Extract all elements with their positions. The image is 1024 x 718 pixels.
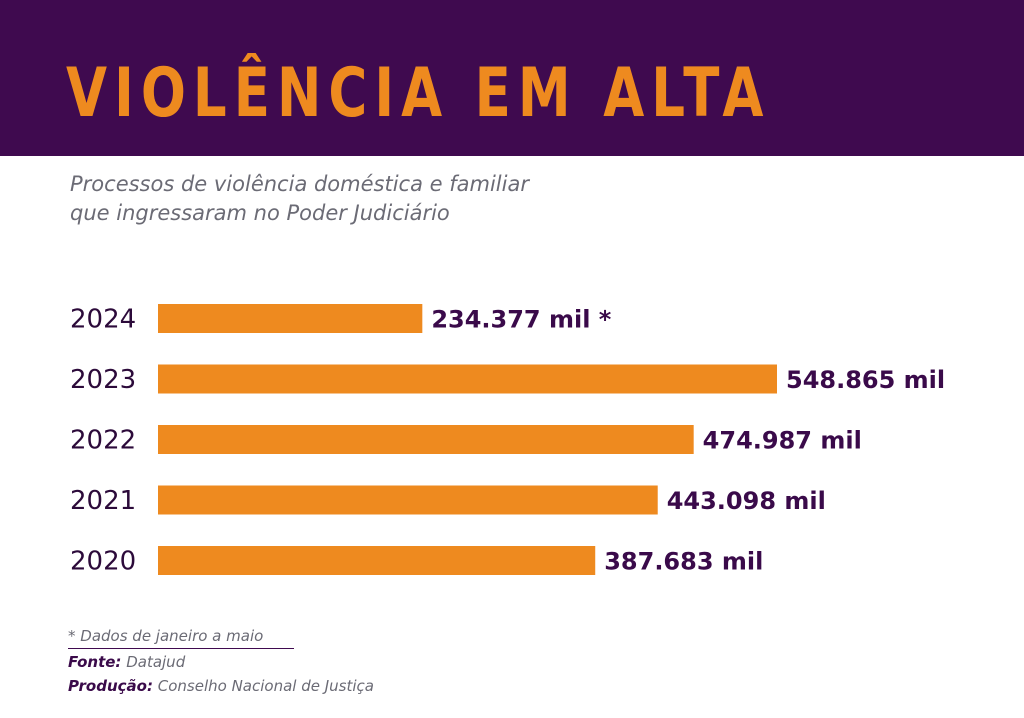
page-title: VIOLÊNCIA EM ALTA (66, 54, 771, 133)
year-label-2024: 2024 (70, 305, 136, 335)
bar-2021 (158, 485, 658, 515)
production-value: Conselho Nacional de Justiça (157, 677, 374, 695)
source-value: Datajud (126, 653, 186, 671)
value-label-2023: 548.865 mil (786, 366, 945, 394)
subtitle-line-1: Processos de violência doméstica e famil… (70, 172, 529, 196)
value-label-2021: 443.098 mil (667, 487, 826, 515)
source-note: Fonte: Datajud (68, 651, 374, 673)
production-label: Produção: (68, 677, 153, 695)
footnotes: * Dados de janeiro a maio Fonte: Datajud… (68, 626, 374, 697)
bar-2020 (158, 546, 596, 575)
source-label: Fonte: (68, 653, 122, 671)
date-range-note: * Dados de janeiro a maio (68, 626, 294, 649)
bar-2022 (158, 425, 694, 454)
value-label-2024: 234.377 mil * (431, 306, 611, 334)
year-label-2020: 2020 (70, 547, 136, 577)
bar-2023 (158, 364, 777, 394)
production-note: Produção: Conselho Nacional de Justiça (68, 675, 374, 697)
value-label-2022: 474.987 mil (703, 427, 862, 455)
year-label-2023: 2023 (70, 365, 136, 395)
year-label-2021: 2021 (70, 486, 136, 516)
bar-2024 (158, 304, 423, 333)
year-label-2022: 2022 (70, 426, 136, 456)
chart-subtitle: Processos de violência doméstica e famil… (70, 170, 529, 228)
subtitle-line-2: que ingressaram no Poder Judiciário (70, 201, 450, 225)
value-label-2020: 387.683 mil (604, 548, 763, 576)
header-banner: VIOLÊNCIA EM ALTA (0, 0, 1024, 156)
